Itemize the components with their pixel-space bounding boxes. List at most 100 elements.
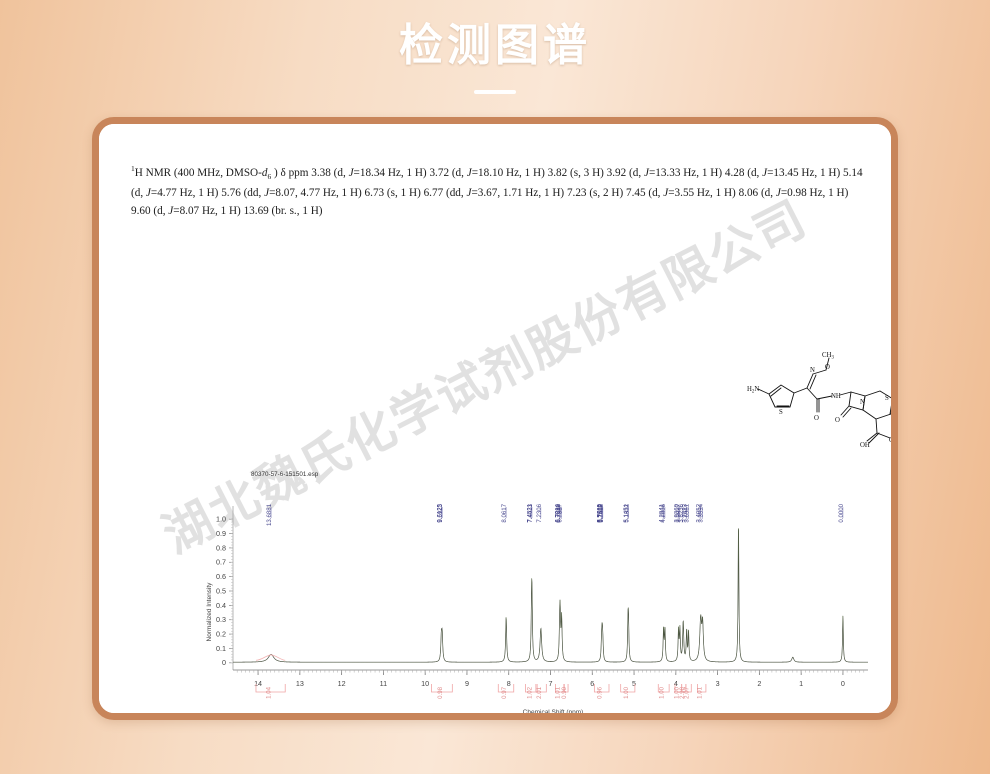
integral-bracket (593, 684, 610, 693)
spectrum-trace-overlay (233, 528, 868, 663)
peak-label: 7.4433 (527, 503, 534, 522)
x-tick-label: 9 (465, 679, 469, 688)
peak-label: 3.9360 (674, 503, 681, 522)
peak-label: 6.7680 (555, 503, 562, 522)
peak-label: 6.7722 (555, 503, 562, 522)
peak-label: 9.5923 (437, 503, 444, 522)
integral-value-label: 1.04 (266, 686, 273, 698)
integral-bracket (497, 684, 515, 693)
peak-label: 3.6961 (684, 503, 691, 522)
peak-label: 5.1451 (623, 503, 630, 522)
structure-label-carboxyl-oh: OH (860, 442, 870, 449)
x-axis-ticks: 14 13 12 11 10 9 8 7 6 5 4 3 2 1 0 (233, 669, 868, 688)
integral-value-label: 0.98 (437, 686, 444, 698)
y-tick-label: 1.0 (216, 515, 226, 524)
x-tick-label: 2 (757, 679, 761, 688)
peak-label: 5.1332 (623, 503, 630, 522)
integral-bracket (555, 684, 565, 693)
spectrum-card-body: 1H NMR (400 MHz, DMSO-d6 ) δ ppm 3.38 (d… (99, 124, 891, 713)
integral-value-label: 2.01 (536, 686, 543, 698)
x-tick-label: 13 (296, 679, 304, 688)
peak-label: 13.6881 (266, 503, 273, 526)
nmr-description-body: H NMR (400 MHz, DMSO-d6 ) δ ppm 3.38 (d,… (131, 166, 863, 217)
peak-label: 9.6125 (436, 503, 443, 522)
integral-value-label: 1.01 (555, 686, 562, 698)
x-tick-label: 3 (716, 679, 720, 688)
y-axis-ticks: 1.0 0.9 0.8 0.7 0.6 0.5 0.4 0.3 0.2 0.1 0 (216, 506, 234, 670)
y-tick-label: 0.4 (216, 601, 226, 610)
structure-label-lactam-nitrogen: N (860, 399, 865, 406)
y-tick-label: 0.1 (216, 644, 226, 653)
integral-value-label: 2.98 (679, 686, 686, 698)
y-tick-label: 0.7 (216, 558, 226, 567)
peak-label: 4.2941 (659, 503, 666, 522)
x-tick-label: 6 (590, 679, 594, 688)
structure-label-methoxy: CH3 (822, 352, 834, 361)
structure-label-oxime-oxygen: O (825, 364, 830, 371)
spectrum-card: 1H NMR (400 MHz, DMSO-d6 ) δ ppm 3.38 (d… (92, 117, 898, 720)
integral-value-label: 2.07 (684, 686, 691, 698)
integral-value-label: 0.97 (501, 686, 508, 698)
page-header: 检测图谱 (0, 0, 990, 118)
spectrum-file-label: 80370-57-6-151501.esp (251, 471, 319, 478)
nucleus-superscript: 1 (131, 164, 135, 173)
integral-bracket (685, 684, 692, 693)
x-tick-label: 14 (254, 679, 262, 688)
integral-bracket (255, 684, 286, 693)
peak-label: 3.7413 (682, 503, 689, 522)
integral-value-label: 1.01 (697, 686, 704, 698)
integral-value-label: 1.02 (526, 686, 533, 698)
peak-label: 6.7814 (555, 503, 562, 522)
integral-bracket (620, 684, 636, 693)
x-tick-label: 1 (799, 679, 803, 688)
x-tick-label: 11 (380, 679, 387, 688)
chemical-structure-diagram: H2N S N O CH3 NH O N O S OH O S O O (747, 352, 894, 449)
peak-label: 5.7669 (597, 503, 604, 522)
x-tick-label: 7 (549, 679, 553, 688)
spectrum-trace (233, 528, 868, 663)
integral-bracket (525, 684, 538, 693)
peak-label: 3.8236 (678, 503, 685, 522)
y-tick-label: 0.9 (216, 529, 226, 538)
structure-label-lactam-oxygen: O (835, 417, 840, 424)
x-tick-label: 0 (841, 679, 845, 688)
y-tick-label: 0.3 (216, 615, 226, 624)
peak-label: 5.7587 (597, 503, 604, 522)
structure-label-ring-sulfur: S (885, 395, 889, 402)
integral-bracket (697, 684, 707, 693)
integral-bracket (657, 684, 670, 693)
integral-bracket (535, 684, 547, 693)
structure-label-amino: H2N (747, 386, 759, 395)
y-tick-label: 0.6 (216, 572, 226, 581)
structure-label-carboxyl-oxygen: O (889, 437, 894, 444)
structure-label-amide-nh: NH (831, 393, 841, 400)
peak-label: 8.0617 (501, 503, 508, 522)
structure-label-thiazole-sulfur: S (779, 409, 783, 416)
integral-curves-group: 1.04 0.98 0.97 1.02 2.01 1.01 0.90 0.96 1.00 1.00… (255, 654, 707, 699)
nmr-spectrum-plot: 80370-57-6-151501.esp Normalized Intensi… (123, 442, 883, 716)
integral-bracket (431, 684, 453, 693)
y-tick-label: 0.8 (216, 543, 226, 552)
peak-label: 7.2306 (536, 503, 543, 522)
nmr-description-text: 1H NMR (400 MHz, DMSO-d6 ) δ ppm 3.38 (d… (131, 160, 866, 220)
structure-label-oxime-nitrogen: N (810, 367, 815, 374)
integral-value-label: 0.90 (561, 686, 568, 698)
x-tick-label: 12 (338, 679, 346, 688)
title-underline-rule (474, 90, 516, 94)
integral-value-label: 1.00 (673, 686, 680, 698)
integral-curve (255, 654, 286, 661)
x-tick-label: 5 (632, 679, 636, 688)
peak-label: 3.4052 (696, 503, 703, 522)
integral-value-label: 1.00 (623, 686, 630, 698)
peak-label: 0.0000 (838, 503, 845, 522)
peak-label: 5.7785 (597, 503, 604, 522)
integral-value-label: 0.96 (597, 686, 604, 698)
peak-label: 4.2606 (660, 503, 667, 522)
x-tick-label: 4 (674, 679, 678, 688)
spectrum-trace-group (233, 528, 868, 663)
y-tick-label: 0.2 (216, 629, 226, 638)
structure-label-amide-oxygen: O (814, 415, 819, 422)
x-axis-title: Chemical Shift (ppm) (523, 709, 584, 716)
peak-label: 3.9027 (675, 503, 682, 522)
